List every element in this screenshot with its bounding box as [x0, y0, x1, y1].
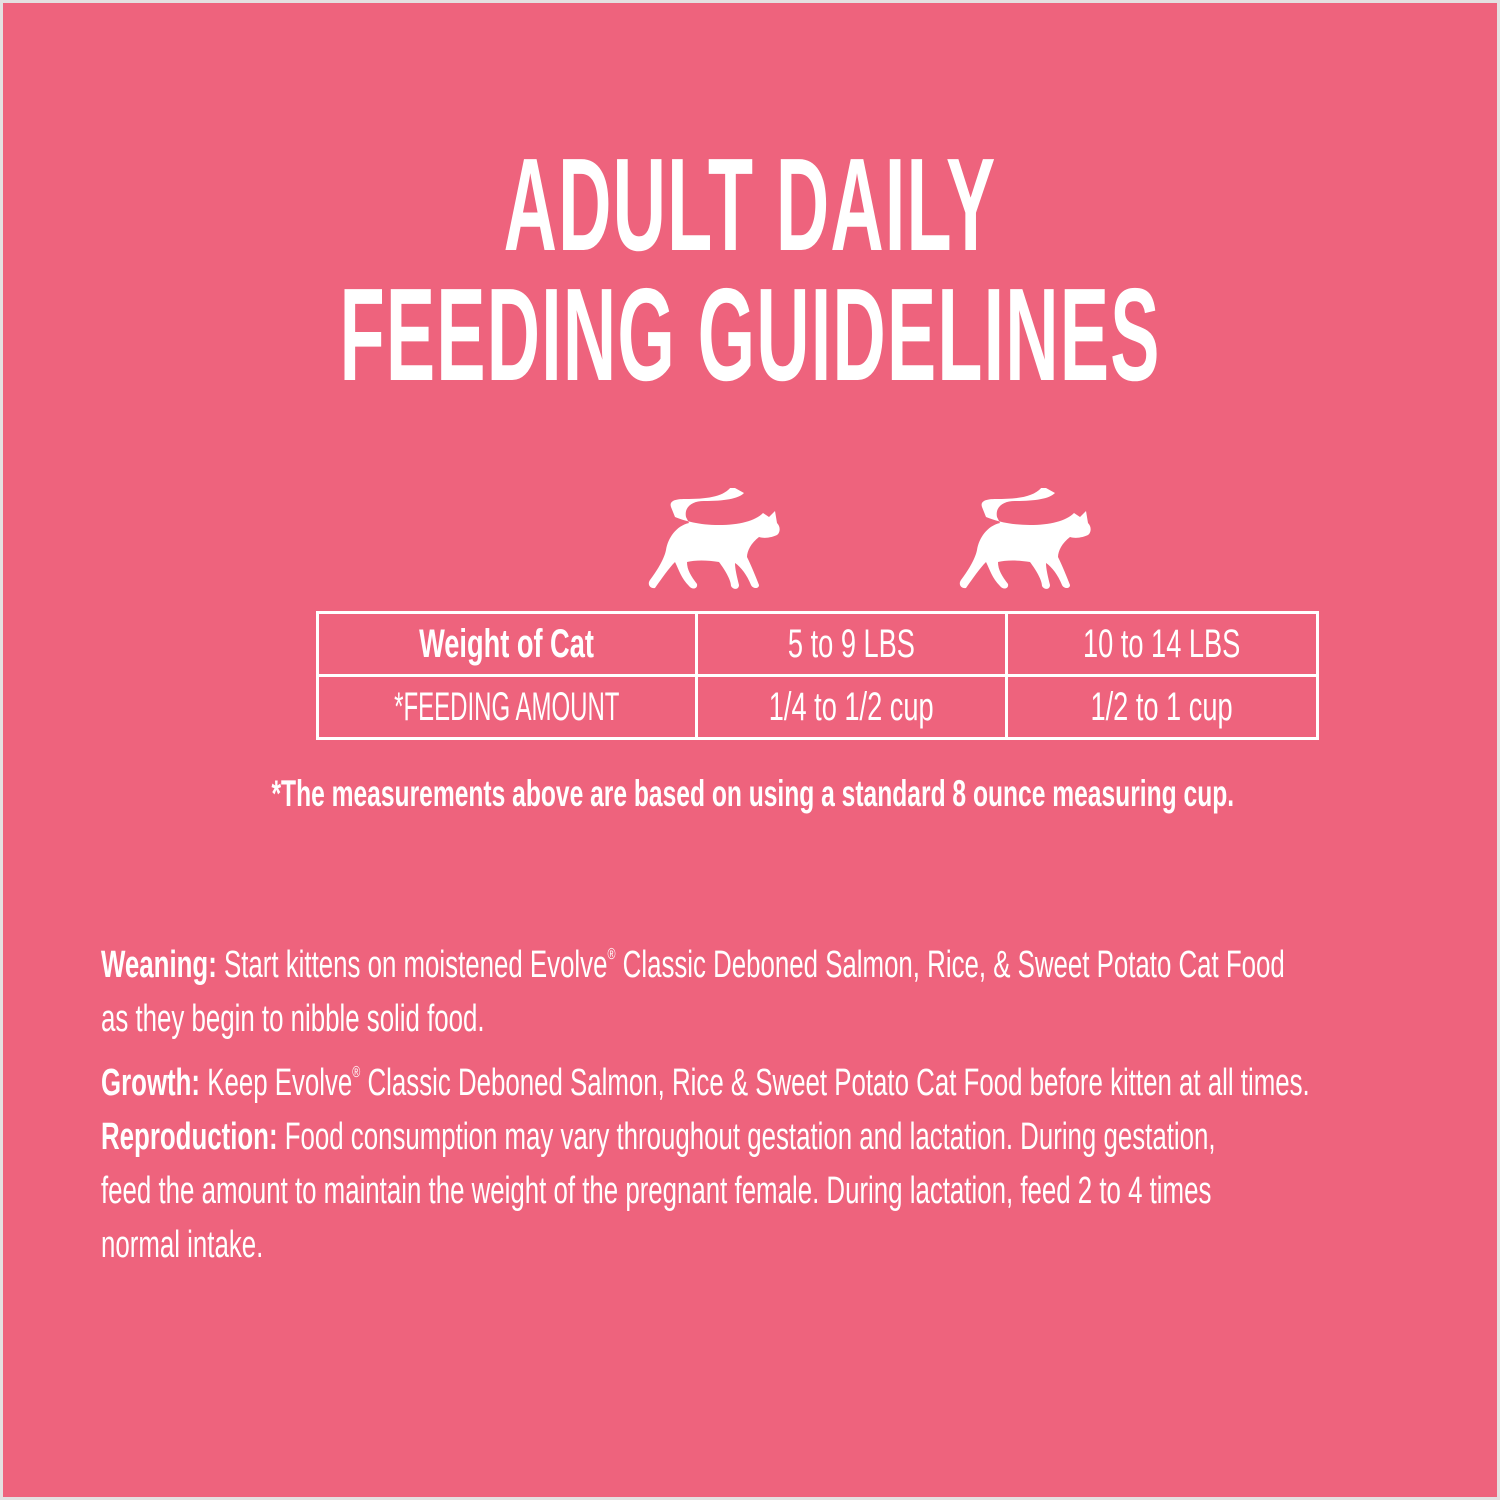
table-cell: 1/4 to 1/2 cup	[694, 674, 1008, 740]
table-cell: *FEEDING AMOUNT	[316, 674, 698, 740]
table-cell: 5 to 9 LBS	[694, 611, 1008, 677]
cat-icon	[648, 488, 780, 589]
guidelines-text: Weaning: Start kittens on moistened Evol…	[101, 928, 1461, 1272]
reproduction-paragraph: Reproduction: Food consumption may vary …	[101, 1116, 1216, 1266]
feeding-table: Weight of Cat 5 to 9 LBS 10 to 14 LBS *F…	[316, 611, 1319, 740]
table-cell: 10 to 14 LBS	[1004, 611, 1319, 677]
table-cell: Weight of Cat	[316, 611, 698, 677]
table-row: *FEEDING AMOUNT 1/4 to 1/2 cup 1/2 to 1 …	[316, 674, 1319, 740]
title-line-2: FEEDING GUIDELINES	[339, 261, 1161, 408]
measurement-footnote: *The measurements above are based on usi…	[271, 773, 1235, 814]
cat-icon	[959, 488, 1091, 589]
growth-paragraph: Growth: Keep Evolve® Classic Deboned Sal…	[101, 1062, 1310, 1104]
table-cell: 1/2 to 1 cup	[1004, 674, 1319, 740]
table-row: Weight of Cat 5 to 9 LBS 10 to 14 LBS	[316, 611, 1319, 677]
weaning-paragraph: Weaning: Start kittens on moistened Evol…	[101, 944, 1285, 1040]
title-line-1: ADULT DAILY	[503, 131, 997, 278]
